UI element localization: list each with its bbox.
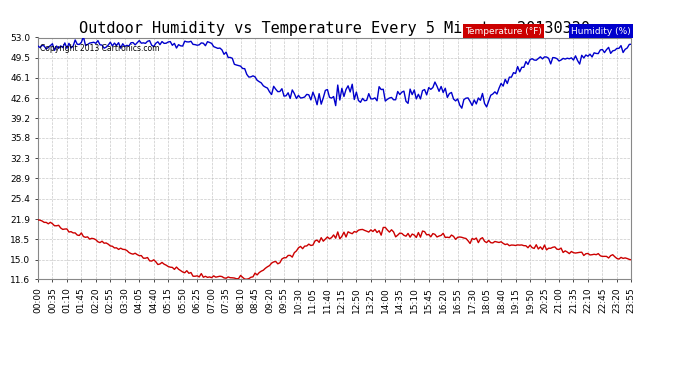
Text: Copyright 2013 Cartronics.com: Copyright 2013 Cartronics.com	[40, 44, 159, 52]
Title: Outdoor Humidity vs Temperature Every 5 Minutes 20130320: Outdoor Humidity vs Temperature Every 5 …	[79, 21, 590, 36]
Text: Humidity (%): Humidity (%)	[571, 27, 631, 36]
Text: Temperature (°F): Temperature (°F)	[465, 27, 542, 36]
